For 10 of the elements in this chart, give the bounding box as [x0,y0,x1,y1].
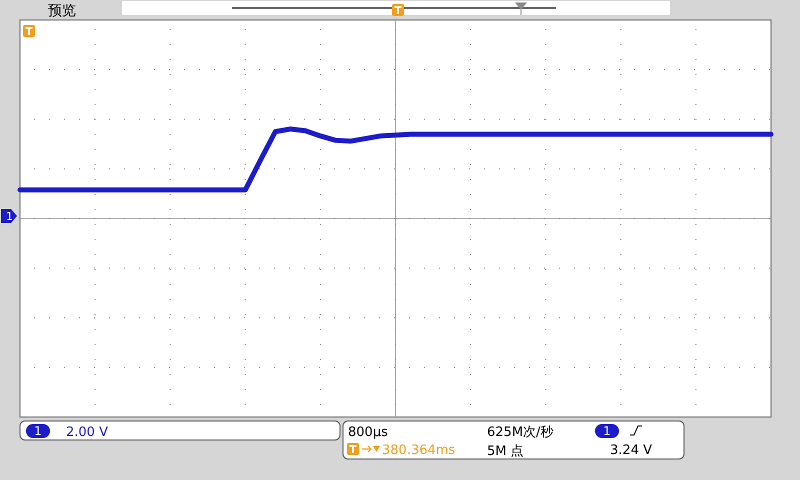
text: 800µs [348,425,388,440]
text: 625M次/秒 [487,425,554,440]
text: 3.24 V [610,443,652,458]
text: 2.00 V [66,425,108,440]
text: 1 [6,210,13,223]
text: 5M 点 [487,444,524,459]
text: 1 [34,424,42,438]
text: 380.364ms [382,443,456,458]
text: 预览 [48,3,76,19]
text: 1 [603,424,611,438]
